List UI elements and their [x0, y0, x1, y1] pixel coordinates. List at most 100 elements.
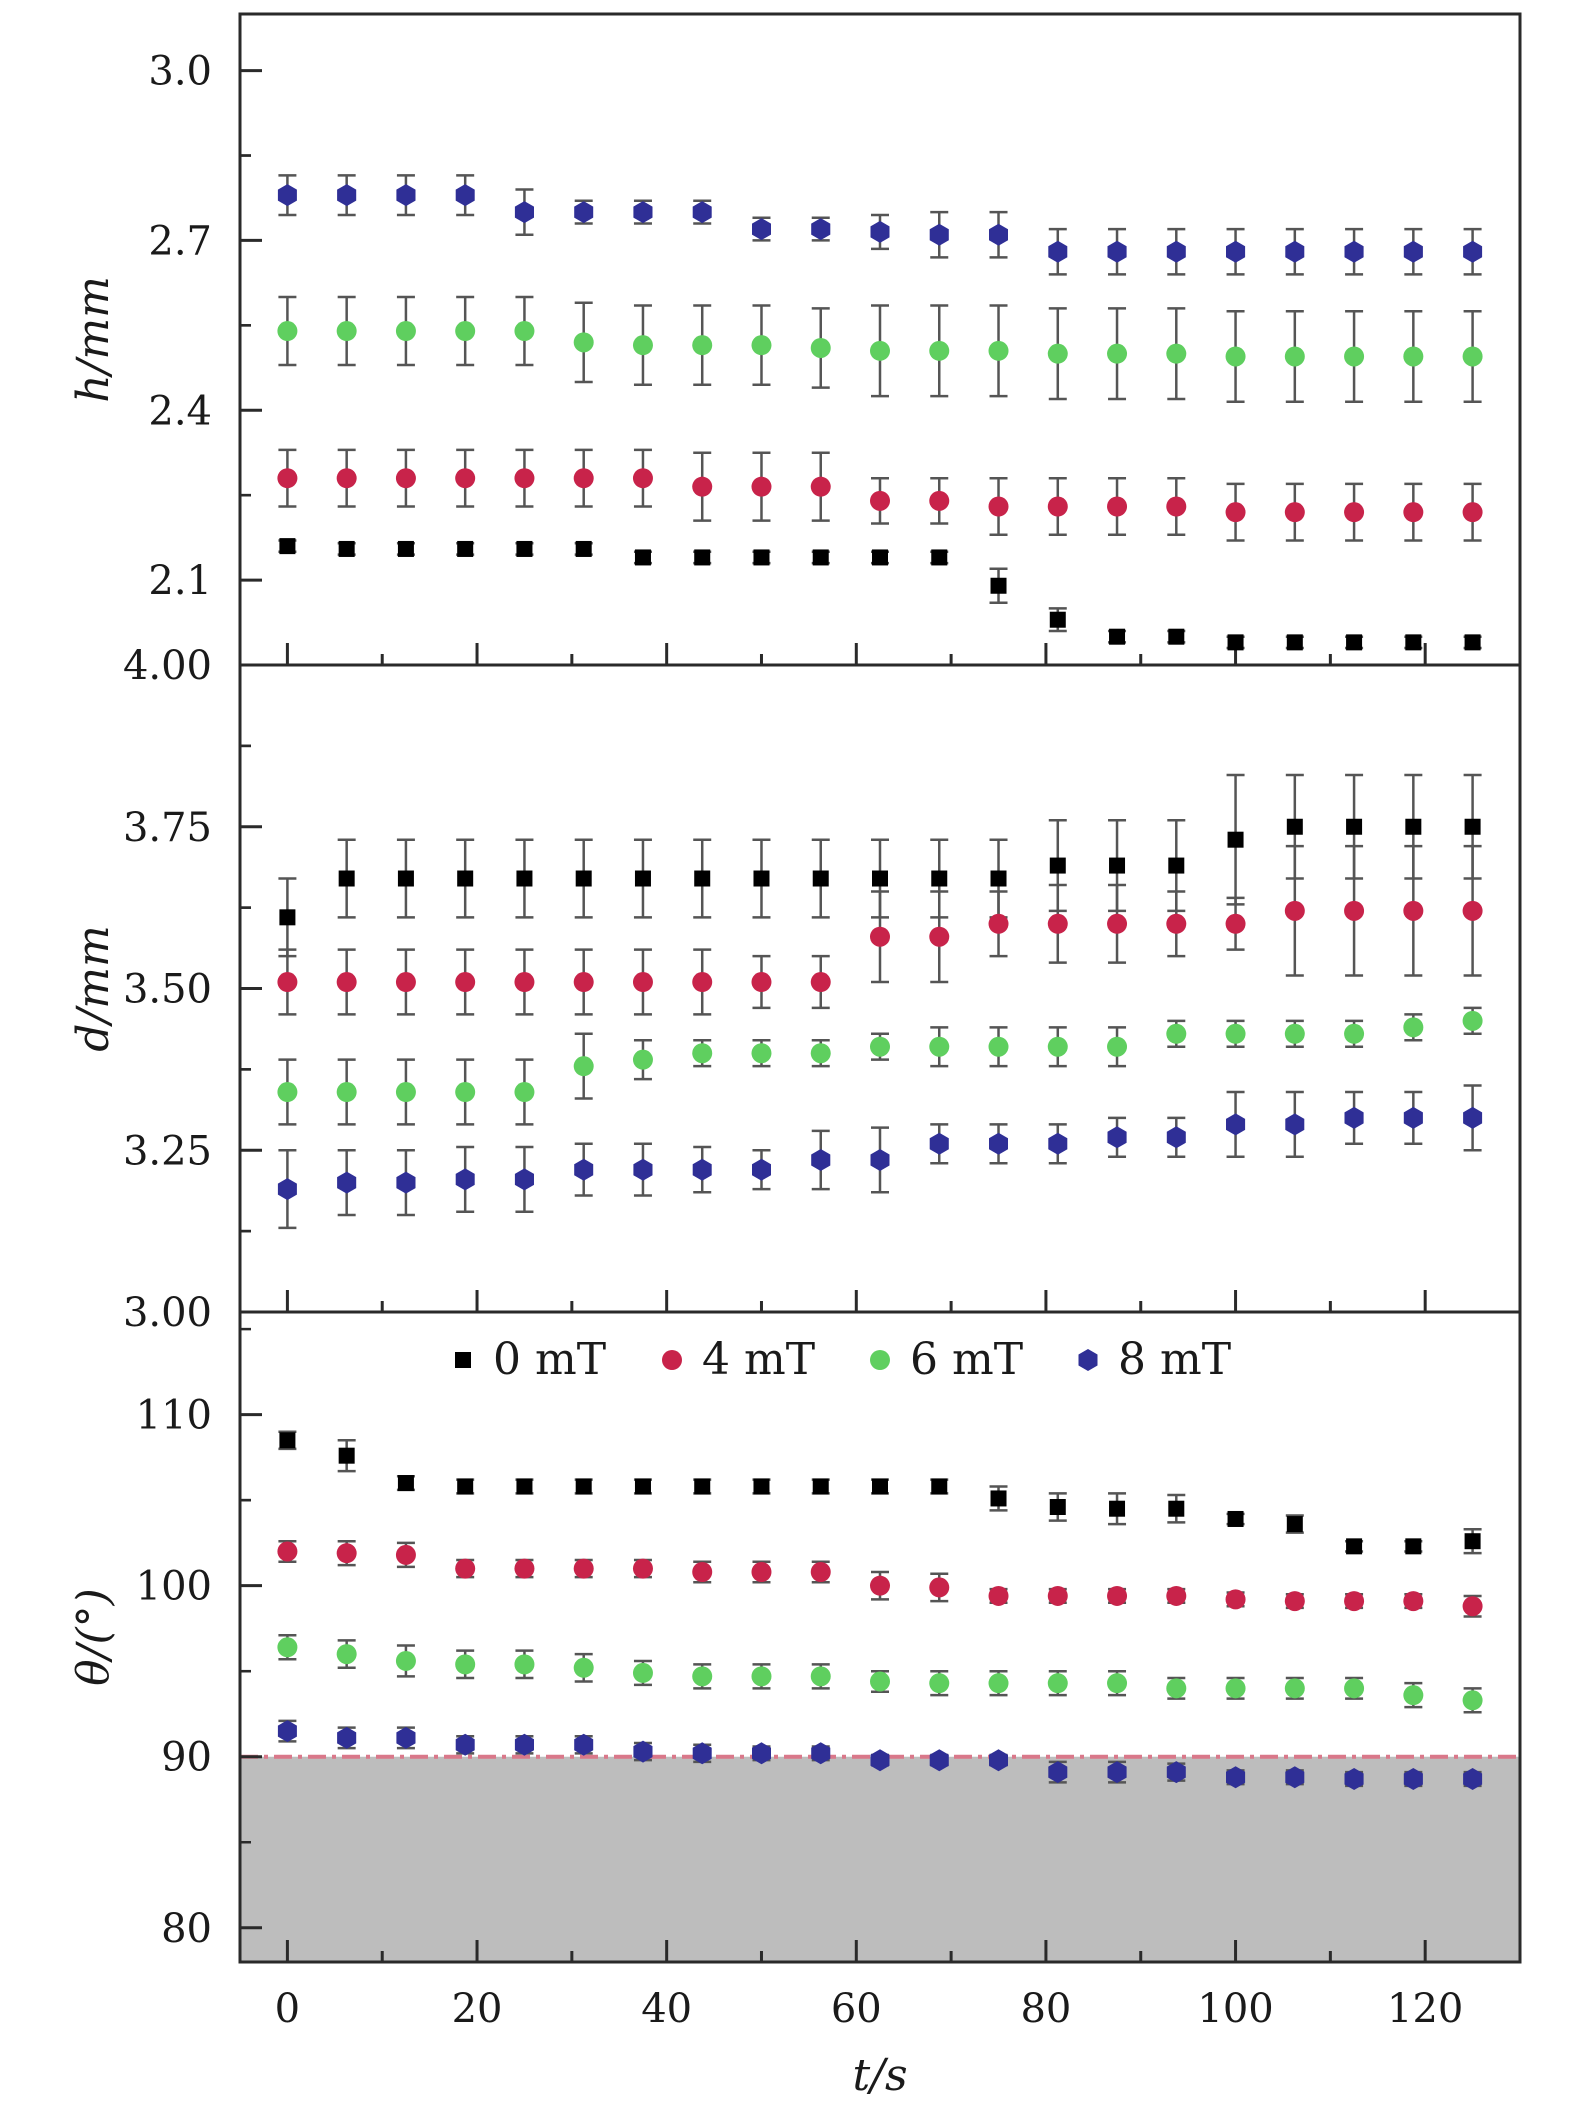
data-point — [1346, 818, 1363, 835]
series-6-mt — [277, 295, 1483, 404]
x-tick-label: 0 — [275, 1986, 300, 2032]
data-point — [1284, 1023, 1305, 1044]
data-point — [397, 540, 414, 557]
data-point — [516, 1478, 533, 1495]
data-point — [931, 870, 948, 887]
series-6-mt — [277, 1006, 1483, 1126]
data-point — [929, 490, 950, 511]
data-point — [1286, 1516, 1303, 1533]
data-point — [573, 1558, 594, 1579]
data-point — [988, 1585, 1009, 1606]
y-tick-label: 2.7 — [148, 218, 212, 264]
data-point — [1109, 1500, 1126, 1517]
data-point — [1403, 240, 1423, 263]
data-point — [395, 468, 416, 489]
data-point — [1463, 1106, 1483, 1129]
y-axis-label: h/mm — [68, 276, 119, 403]
shaded-region-below-90 — [240, 1756, 1520, 1962]
data-point — [277, 1637, 298, 1658]
data-point — [573, 332, 594, 353]
data-point — [279, 538, 296, 555]
data-point — [929, 1132, 949, 1155]
data-point — [811, 1149, 831, 1171]
data-point — [574, 201, 594, 224]
x-tick-label: 20 — [452, 1986, 503, 2032]
data-point — [694, 1478, 711, 1495]
x-tick-label: 100 — [1197, 1986, 1273, 2032]
data-point — [1107, 343, 1128, 364]
data-point — [1403, 502, 1424, 523]
data-point — [1462, 502, 1483, 523]
data-point — [1166, 240, 1186, 263]
data-point — [396, 1726, 416, 1749]
data-point — [1344, 1768, 1364, 1790]
legend: 0 mT 4 mT 6 mT 8 mT — [455, 1334, 1231, 1385]
data-point — [1405, 818, 1422, 835]
legend-item: 4 mT — [662, 1334, 815, 1385]
data-point — [692, 1043, 713, 1064]
data-point — [870, 1149, 890, 1171]
data-point — [395, 1544, 416, 1565]
series-8-mt — [277, 174, 1483, 276]
data-point — [812, 870, 829, 887]
data-point — [514, 1082, 535, 1103]
data-point — [1225, 913, 1246, 934]
y-tick-label: 3.00 — [123, 1290, 212, 1336]
legend-marker — [455, 1352, 471, 1368]
data-point — [338, 870, 355, 887]
data-point — [455, 1558, 476, 1579]
data-point — [1405, 1538, 1422, 1555]
legend-marker — [662, 1350, 682, 1370]
legend-item: 6 mT — [870, 1334, 1023, 1385]
data-point — [1403, 346, 1424, 367]
data-point — [694, 549, 711, 566]
data-point — [692, 1158, 712, 1181]
data-point — [1344, 900, 1365, 921]
data-point — [1166, 1678, 1187, 1699]
data-point — [1225, 346, 1246, 367]
data-point — [872, 549, 888, 566]
data-point — [752, 218, 771, 241]
data-point — [692, 201, 712, 224]
data-point — [931, 1478, 948, 1495]
data-point — [277, 1720, 297, 1743]
data-point — [279, 909, 296, 926]
data-point — [753, 870, 770, 887]
data-point — [1284, 502, 1305, 523]
data-point — [277, 972, 298, 993]
data-point — [990, 870, 1007, 887]
data-point — [1463, 240, 1483, 263]
data-point — [810, 1562, 831, 1582]
data-point — [990, 1490, 1007, 1507]
data-point — [751, 335, 772, 356]
data-point — [988, 1036, 1009, 1057]
legend-item: 0 mT — [455, 1334, 606, 1385]
data-point — [1462, 900, 1483, 921]
data-point — [573, 972, 594, 993]
data-point — [634, 549, 651, 566]
legend-marker — [1078, 1349, 1098, 1371]
data-point — [575, 540, 592, 557]
data-point — [574, 1158, 594, 1181]
data-point — [1226, 1113, 1246, 1136]
data-point — [1284, 1591, 1305, 1612]
data-point — [1403, 1768, 1423, 1790]
data-point — [336, 1644, 357, 1665]
data-point — [1403, 1591, 1424, 1612]
data-point — [516, 540, 533, 557]
data-point — [988, 1673, 1009, 1694]
y-tick-label: 2.1 — [148, 558, 212, 604]
y-tick-label: 4.00 — [123, 643, 212, 689]
data-point — [277, 184, 297, 207]
data-point — [929, 1036, 950, 1057]
data-point — [457, 1478, 474, 1495]
data-point — [514, 972, 535, 993]
data-point — [632, 972, 653, 993]
data-point — [751, 1043, 772, 1064]
data-point — [1462, 1596, 1483, 1617]
data-point — [1168, 628, 1185, 645]
x-tick-label: 60 — [831, 1986, 882, 2032]
data-point — [1462, 1010, 1483, 1031]
data-point — [692, 1666, 713, 1687]
data-point — [1225, 502, 1246, 523]
